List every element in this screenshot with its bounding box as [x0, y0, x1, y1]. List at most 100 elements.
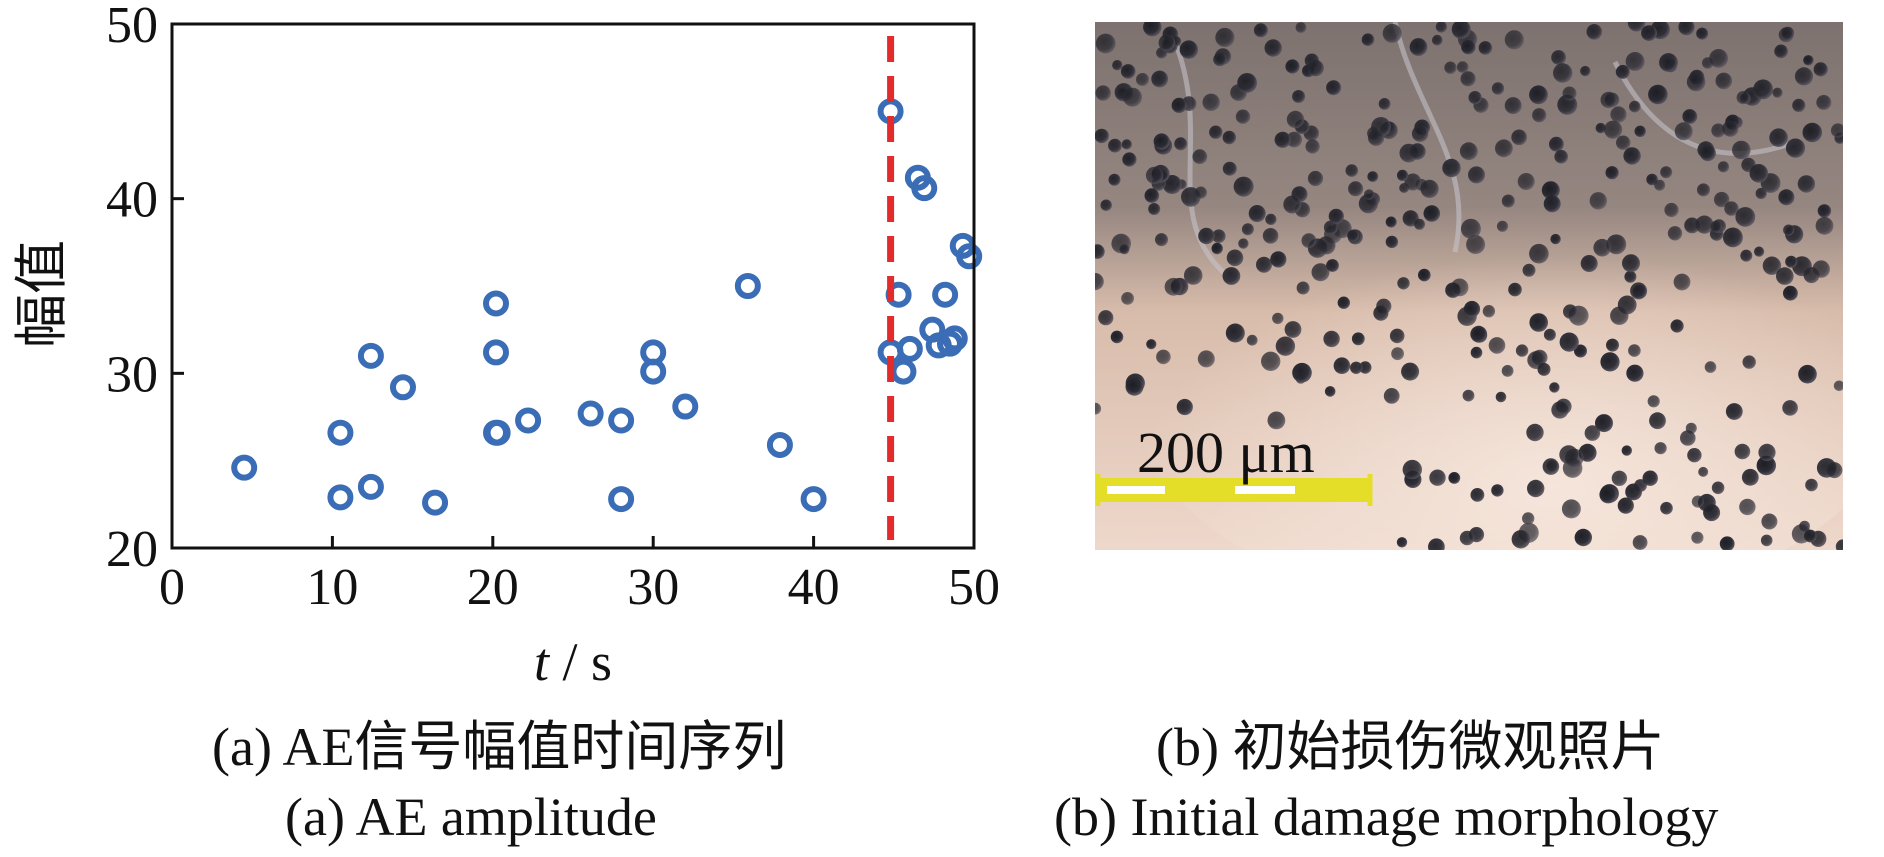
x-axis-label: t / s [534, 632, 612, 692]
micrograph-particle [1600, 91, 1617, 109]
micrograph-particle [1317, 236, 1336, 255]
micrograph-particle [1295, 22, 1307, 33]
micrograph-particle [1760, 534, 1773, 547]
micrograph-particle [1119, 244, 1130, 255]
micrograph-particle [1772, 87, 1783, 98]
micrograph-particle [1522, 263, 1536, 277]
micrograph-particle [1758, 443, 1776, 461]
micrograph-particle [1274, 131, 1291, 148]
micrograph-particle [1654, 442, 1667, 455]
data-point [734, 273, 761, 299]
micrograph-particle [1428, 538, 1445, 550]
micrograph-particle [1563, 304, 1578, 319]
micrograph-particle [1562, 86, 1577, 101]
micrograph-particle [1261, 351, 1281, 371]
micrograph-particle [1735, 207, 1756, 227]
micrograph-particle [1749, 164, 1769, 183]
micrograph-particle [1108, 173, 1121, 186]
micrograph-particle [1358, 194, 1378, 214]
micrograph-particle [1307, 59, 1324, 77]
micrograph-particle [1501, 194, 1515, 208]
micrograph-particle [1491, 484, 1504, 497]
data-point [608, 407, 635, 434]
micrograph-particle [1710, 220, 1722, 233]
micrograph-particle [1522, 512, 1535, 525]
micrograph-particle [1830, 123, 1843, 138]
micrograph-particle [1762, 256, 1782, 275]
micrograph-particle [1496, 220, 1509, 232]
micrograph-particle [1237, 73, 1257, 93]
micrograph-particle [1660, 166, 1673, 179]
micrograph-particle [1648, 84, 1668, 105]
micrograph-particle [1156, 349, 1171, 365]
micrograph-particle [1305, 139, 1320, 154]
micrograph-particle [1812, 260, 1830, 278]
caption-b-english: (b) Initial damage morphology [1054, 787, 1719, 847]
micrograph-particle [1678, 22, 1695, 36]
micrograph-particle [1722, 120, 1739, 137]
micrograph-particle [1333, 357, 1351, 375]
micrograph-particle [1153, 133, 1170, 150]
micrograph-particle [1328, 208, 1344, 224]
micrograph-particle [1146, 339, 1157, 350]
micrograph-particle [1794, 67, 1814, 86]
x-axis-variable: t [534, 632, 551, 692]
micrograph-particle [1283, 195, 1302, 214]
micrograph-particle [1401, 362, 1420, 381]
micrograph-particle [1610, 106, 1627, 123]
micrograph-particle [1364, 189, 1375, 200]
micrograph-particle [1418, 268, 1431, 282]
data-point [766, 431, 793, 458]
micrograph-particle [1761, 513, 1778, 530]
micrograph-particle [1491, 82, 1505, 95]
data-point [483, 290, 510, 317]
micrograph-particle [1383, 388, 1400, 404]
micrograph-particle [1549, 382, 1560, 393]
micrograph-particle [1155, 233, 1168, 247]
data-point [672, 393, 699, 420]
micrograph-particle [1634, 125, 1646, 137]
micrograph-particle [1183, 266, 1203, 285]
scale-bar-label: 200 μm [1137, 420, 1315, 485]
data-point [357, 473, 384, 500]
micrograph-particle [1241, 223, 1254, 236]
micrograph-particle [1817, 204, 1832, 218]
micrograph-particle [1511, 129, 1527, 146]
micrograph-particle [1783, 285, 1798, 301]
micrograph-particle [1589, 192, 1607, 210]
x-tick-label: 50 [948, 559, 1000, 616]
micrograph-particle [1565, 448, 1584, 468]
micrograph-particle [1797, 175, 1816, 193]
micrograph-particle [1143, 22, 1162, 37]
micrograph-particle [1511, 530, 1530, 549]
micrograph-particle [1347, 229, 1360, 242]
micrograph-particle [1095, 33, 1116, 54]
micrograph-particle [1599, 485, 1617, 504]
micrograph-particle [1529, 243, 1549, 264]
micrograph-particle [1813, 62, 1828, 77]
micrograph-particle [1723, 227, 1743, 248]
micrograph-particle [1174, 137, 1188, 151]
micrograph-particle [1468, 91, 1482, 105]
micrograph-particle [1686, 72, 1706, 92]
data-point [327, 484, 354, 511]
micrograph-particle [1235, 109, 1251, 124]
micrograph-particle [1095, 244, 1105, 259]
micrograph-particle [1504, 30, 1524, 50]
y-tick-label: 20 [106, 521, 158, 578]
micrograph-particle [1632, 535, 1648, 550]
micrograph-particle [1409, 143, 1426, 160]
micrograph-particle [1529, 313, 1548, 332]
micrograph-particle [1144, 188, 1160, 203]
micrograph-particle [1482, 305, 1496, 318]
micrograph-particle [1468, 166, 1485, 184]
micrograph-particle [1108, 138, 1122, 153]
micrograph-particle [1682, 109, 1698, 124]
micrograph-particle [1385, 235, 1399, 249]
data-point [890, 358, 917, 385]
micrograph-particle [1462, 389, 1475, 402]
y-axis-label: 幅值 [10, 240, 73, 348]
micrograph-particle [1611, 470, 1628, 486]
micrograph-particle [1625, 52, 1645, 71]
x-tick-label: 20 [467, 559, 519, 616]
